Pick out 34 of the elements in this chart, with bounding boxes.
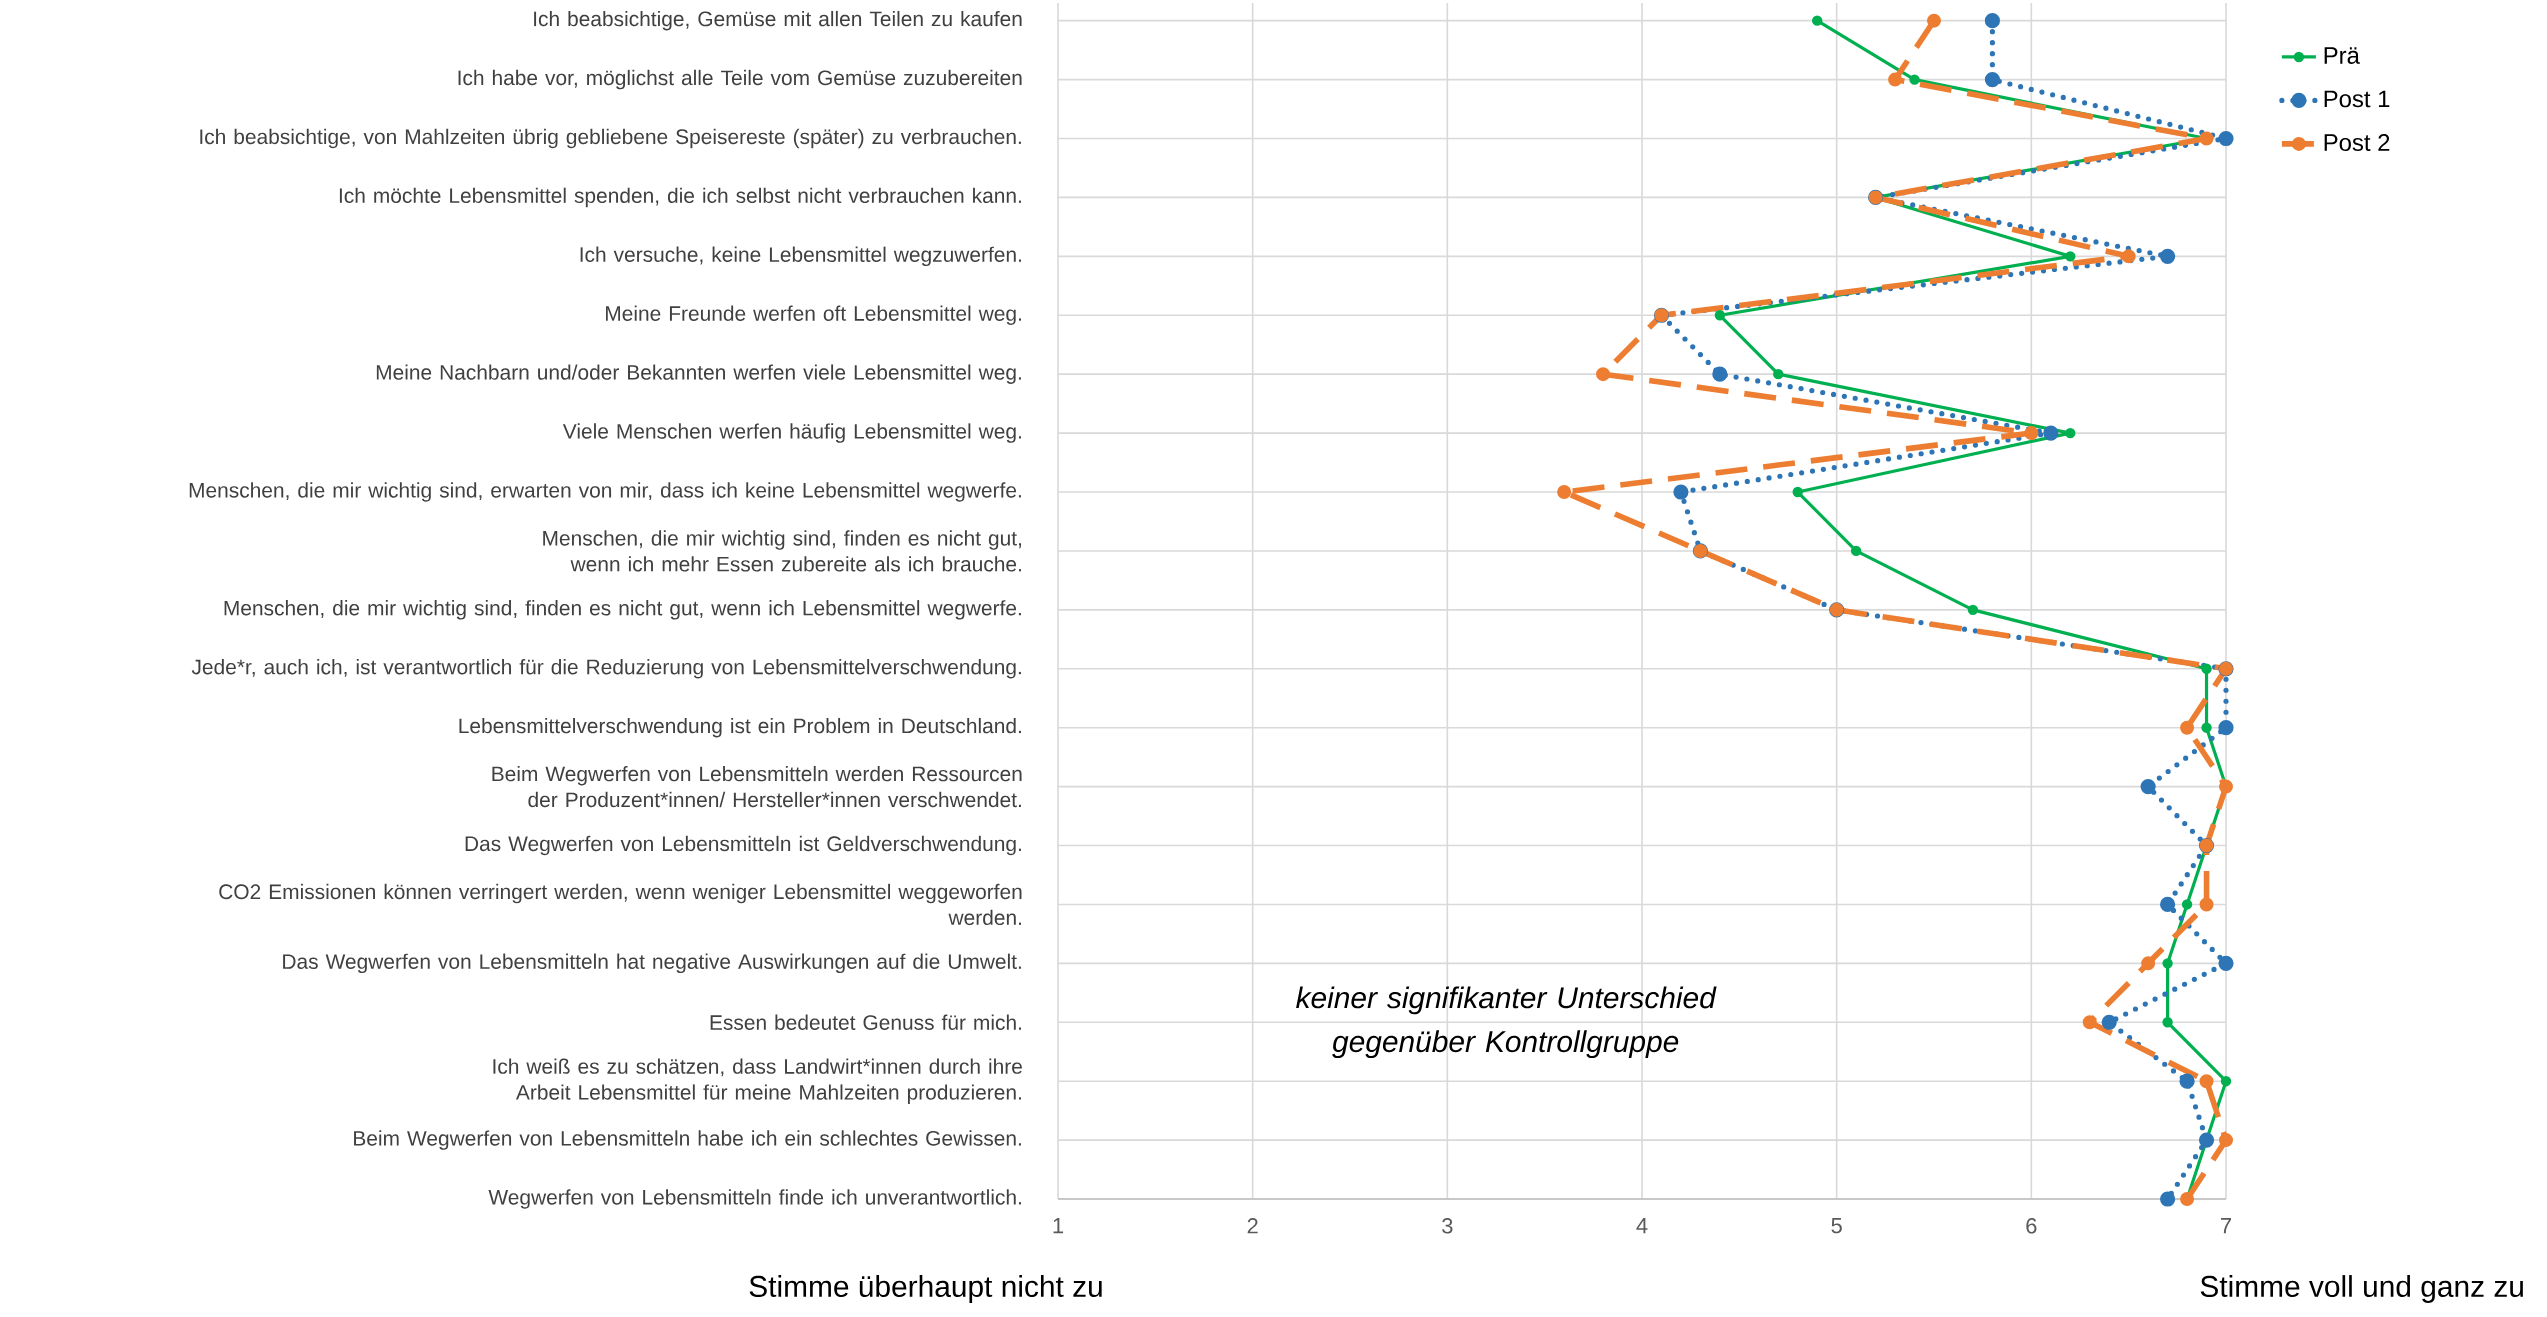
y-tick-label: Beim Wegwerfen von Lebensmitteln werden Ressourcen der Produzent*innen/ Hersteller*innen verschwendet. (492, 765, 1022, 808)
x-tick-label: 5 (1831, 1218, 1842, 1234)
y-tick-label: Jede*r, auch ich, ist verantwortlich für die Reduzierung von Lebensmittelverschwendung. (191, 659, 1021, 679)
y-tick-label: Meine Nachbarn und/oder Bekannten werfen viele Lebensmittel weg. (376, 364, 1021, 384)
y-tick-label: Ich möchte Lebensmittel spenden, die ich selbst nicht verbrauchen kann. (339, 187, 1021, 208)
legend-label: Prä (2324, 47, 2360, 64)
y-tick-label: Wegwerfen von Lebensmitteln finde ich unverantwortlich. (488, 1189, 1021, 1209)
y-tick-label: Beim Wegwerfen von Lebensmitteln habe ich ein schlechtes Gewissen. (354, 1130, 1021, 1150)
x-tick-label: 7 (2221, 1218, 2232, 1234)
y-tick-label: Menschen, die mir wichtig sind, erwarten von mir, dass ich keine Lebensmittel wegwerfe. (189, 482, 1021, 502)
y-tick-label: CO2 Emissionen können verringert werden, wenn weniger Lebensmittel weggeworfen werden. (219, 883, 1022, 926)
x-tick-label: 1 (1053, 1218, 1064, 1234)
legend-label: Post 1 (2324, 90, 2390, 108)
y-tick-label: Ich beabsichtige, von Mahlzeiten übrig gebliebene Speisereste (später) zu verbrauchen. (200, 128, 1021, 149)
text: Stimme voll und ganz zu (2200, 1275, 2523, 1303)
y-tick-label: Menschen, die mir wichtig sind, finden es nicht gut, wenn ich mehr Essen zubereite als ich brauche. (543, 530, 1021, 572)
y-tick-label: Ich habe vor, möglichst alle Teile vom Gemüse zuzubereiten (458, 69, 1022, 90)
y-tick-label: Essen bedeutet Genuss für mich. (710, 1014, 1022, 1030)
x-tick-label: 2 (1247, 1218, 1258, 1234)
y-tick-label: Ich beabsichtige, Gemüse mit allen Teilen zu kaufen (534, 10, 1022, 31)
legend-label: Post 2 (2324, 134, 2390, 151)
x-tick-label: 4 (1636, 1218, 1648, 1234)
y-tick-label: Ich versuche, keine Lebensmittel wegzuwerfen. (580, 246, 1021, 267)
y-tick-label: Meine Freunde werfen oft Lebensmittel weg. (606, 305, 1021, 326)
y-tick-label: Ich weiß es zu schätzen, dass Landwirt*innen durch ihre Arbeit Lebensmittel für meine Mahlzeiten produzieren. (493, 1058, 1022, 1104)
x-tick-label: 3 (1442, 1218, 1453, 1234)
y-tick-label: Lebensmittelverschwendung ist ein Problem in Deutschland. (459, 717, 1021, 738)
y-tick-label: Viele Menschen werfen häufig Lebensmittel weg. (562, 423, 1021, 443)
x-tick-label: 6 (2026, 1218, 2037, 1234)
y-tick-label: Menschen, die mir wichtig sind, finden es nicht gut, wenn ich Lebensmittel wegwerfe. (224, 600, 1021, 620)
text: Stimme überhaupt nicht zu (749, 1275, 1102, 1303)
y-tick-label: Das Wegwerfen von Lebensmitteln ist Geldverschwendung. (465, 835, 1021, 856)
y-tick-label: Das Wegwerfen von Lebensmitteln hat negative Auswirkungen auf die Umwelt. (283, 953, 1021, 974)
annotation: keiner signifikanter Unterschied gegenüber Kontrollgruppe (1296, 986, 1717, 1059)
